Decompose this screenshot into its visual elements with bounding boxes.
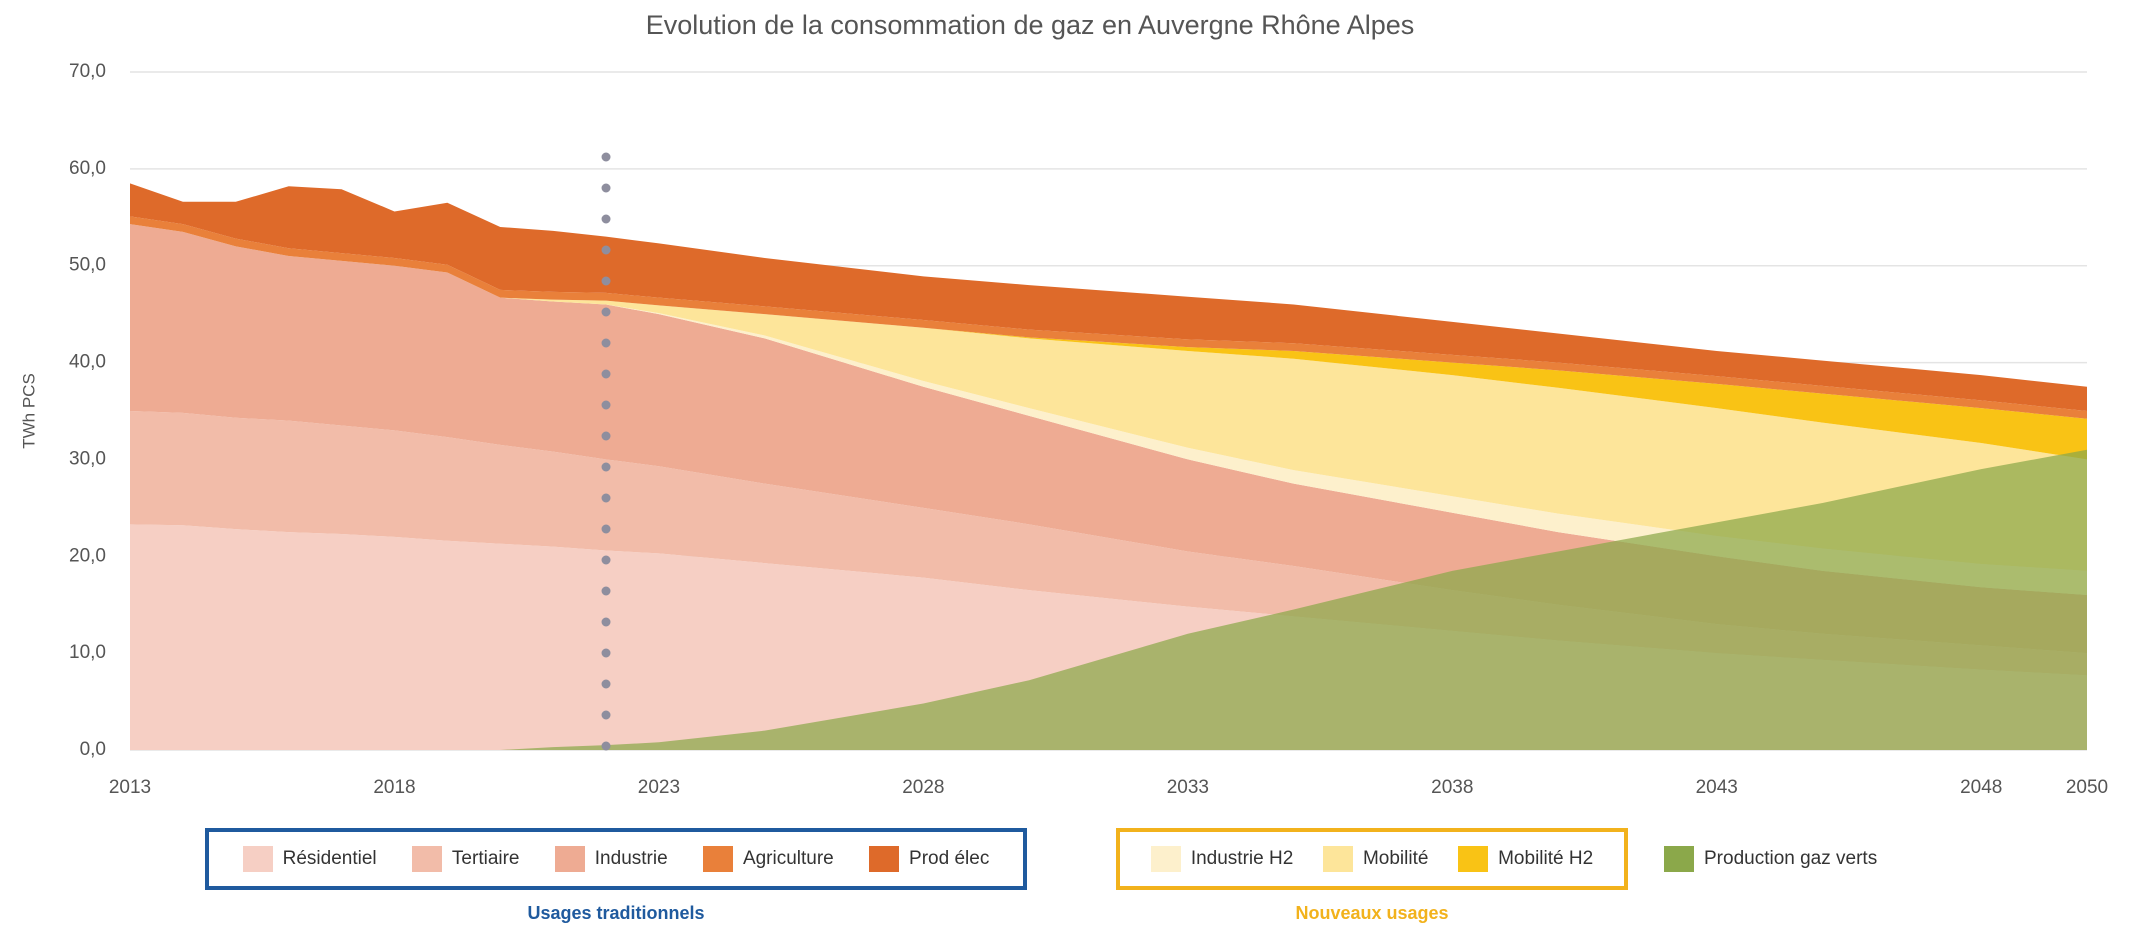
y-tick-label: 0,0 bbox=[80, 739, 106, 760]
y-tick-label: 50,0 bbox=[69, 255, 106, 276]
legend-swatch bbox=[1664, 846, 1694, 872]
y-tick-label: 40,0 bbox=[69, 352, 106, 373]
legend-item: Tertiaire bbox=[411, 846, 520, 872]
legend-item: Industrie H2 bbox=[1150, 846, 1294, 872]
y-tick-label: 70,0 bbox=[69, 61, 106, 82]
legend-label: Résidentiel bbox=[282, 848, 377, 869]
area bbox=[130, 411, 2087, 676]
x-tick-label: 2050 bbox=[2066, 777, 2108, 798]
legend-label: Agriculture bbox=[742, 848, 834, 869]
y-tick-label: 10,0 bbox=[69, 642, 106, 663]
x-tick-label: 2023 bbox=[638, 777, 680, 798]
x-tick-label: 2033 bbox=[1167, 777, 1209, 798]
legend-label: Tertiaire bbox=[451, 848, 520, 869]
x-tick-label: 2038 bbox=[1431, 777, 1473, 798]
legend-item: Agriculture bbox=[702, 846, 834, 872]
legend-group-label: Nouveaux usages bbox=[1295, 903, 1449, 923]
legend-group: Résidentiel Tertiaire Industrie Agriculture… bbox=[205, 828, 1027, 890]
y-tick-label: 30,0 bbox=[69, 448, 106, 469]
area bbox=[130, 216, 2087, 419]
legend-swatch bbox=[242, 846, 273, 872]
legend-swatch bbox=[702, 846, 733, 872]
x-tick-label: 2018 bbox=[373, 777, 415, 798]
legend-item: Mobilité bbox=[1322, 846, 1429, 872]
legend-label: Mobilité H2 bbox=[1498, 848, 1594, 869]
legend-swatch bbox=[869, 846, 900, 872]
legend-label: Industrie H2 bbox=[1190, 848, 1294, 869]
y-axis-label: TWh PCS bbox=[19, 373, 38, 449]
legend-group: Industrie H2 Mobilité Mobilité H2 bbox=[1116, 828, 1628, 890]
legend-label: Production gaz verts bbox=[1704, 848, 1878, 869]
x-tick-label: 2013 bbox=[109, 777, 151, 798]
legend-label: Prod élec bbox=[909, 848, 990, 869]
legend-group-label: Usages traditionnels bbox=[527, 903, 705, 923]
legend-label: Industrie bbox=[594, 848, 668, 869]
x-tick-label: 2028 bbox=[902, 777, 944, 798]
area bbox=[130, 183, 2087, 411]
legend-item: Prod élec bbox=[869, 846, 989, 872]
y-tick-label: 20,0 bbox=[69, 545, 106, 566]
x-tick-label: 2048 bbox=[1960, 777, 2002, 798]
legend-swatch bbox=[411, 846, 442, 872]
legend-swatch bbox=[1150, 846, 1181, 872]
legend-swatch bbox=[1458, 846, 1489, 872]
legend-label: Mobilité bbox=[1362, 848, 1429, 869]
area bbox=[130, 224, 2087, 571]
overlay-area bbox=[130, 449, 2087, 750]
y-tick-label: 60,0 bbox=[69, 158, 106, 179]
legend-swatch bbox=[1322, 846, 1353, 872]
legend-item: Production gaz verts bbox=[1664, 846, 1877, 872]
legend-swatch bbox=[554, 846, 585, 872]
legend-item: Mobilité H2 bbox=[1458, 846, 1593, 872]
x-tick-label: 2043 bbox=[1696, 777, 1738, 798]
chart-title: Evolution de la consommation de gaz en A… bbox=[646, 10, 1415, 40]
legend-item: Industrie bbox=[554, 846, 668, 872]
legend-item: Résidentiel bbox=[242, 846, 377, 872]
